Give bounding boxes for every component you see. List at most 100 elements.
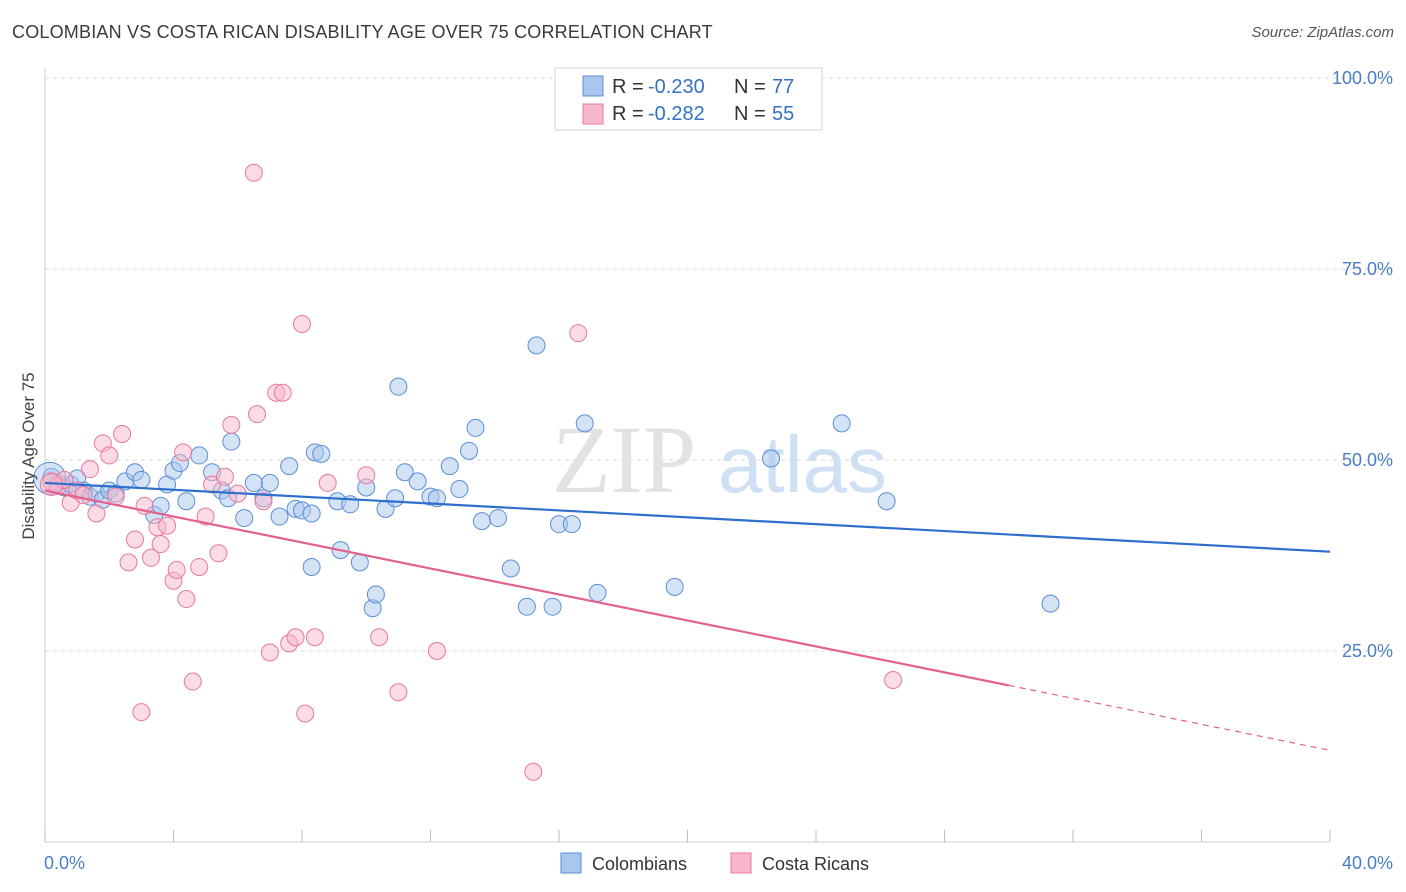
data-point-costa-ricans — [305, 628, 324, 647]
y-tick-label: 75.0% — [1342, 259, 1393, 279]
data-point-costa-ricans — [113, 425, 132, 444]
y-axis-title: Disability Age Over 75 — [19, 372, 38, 539]
data-point-costa-ricans — [254, 492, 273, 511]
data-point-costa-ricans — [296, 704, 315, 723]
data-point-costa-ricans — [215, 467, 234, 486]
trend-line-costa-ricans — [44, 489, 1009, 687]
y-tick-labels: 25.0% 50.0% 75.0% 100.0% — [1332, 68, 1393, 661]
legend-r-value: -0.230 — [648, 76, 705, 98]
data-point-costa-ricans — [427, 642, 446, 660]
data-point-costa-ricans — [80, 460, 99, 479]
x-tick-labels: 0.0% 40.0% — [44, 853, 1393, 873]
data-point-costa-ricans — [174, 443, 193, 462]
legend-swatch-blue — [582, 75, 604, 97]
data-point-colombians — [488, 509, 507, 528]
data-point-colombians — [389, 377, 408, 396]
legend-bottom-label: Costa Ricans — [762, 854, 869, 874]
data-point-costa-ricans — [142, 548, 161, 567]
data-point-colombians — [543, 597, 562, 616]
data-point-costa-ricans — [158, 516, 177, 535]
series-costa-ricans — [39, 163, 903, 781]
data-point-colombians — [270, 507, 289, 526]
data-point-colombians — [450, 480, 469, 499]
data-point-colombians — [832, 414, 851, 433]
y-tick-label: 100.0% — [1332, 68, 1393, 88]
data-point-colombians — [177, 492, 196, 511]
data-point-colombians — [517, 597, 536, 616]
data-point-colombians — [501, 559, 520, 578]
data-point-colombians — [366, 585, 385, 604]
data-point-costa-ricans — [389, 683, 408, 702]
data-point-costa-ricans — [260, 643, 279, 662]
data-point-colombians — [762, 449, 781, 468]
legend-bottom-label: Colombians — [592, 854, 687, 874]
legend-bottom: Colombians Costa Ricans — [560, 852, 869, 874]
data-point-costa-ricans — [167, 561, 186, 580]
data-point-costa-ricans — [183, 672, 202, 691]
series-colombians — [33, 336, 1060, 618]
axes — [44, 68, 1331, 843]
data-point-costa-ricans — [357, 466, 376, 485]
watermark-zip: ZIP — [552, 406, 696, 513]
legend-bottom-swatch-blue — [560, 852, 582, 874]
data-point-colombians — [527, 336, 546, 355]
data-point-colombians — [1041, 594, 1060, 613]
data-point-costa-ricans — [524, 762, 543, 781]
data-point-colombians — [460, 441, 479, 460]
data-point-colombians — [302, 557, 321, 576]
data-point-colombians — [312, 444, 331, 463]
data-point-colombians — [877, 492, 896, 511]
data-point-colombians — [132, 470, 151, 489]
legend-r-label: R = — [612, 103, 644, 125]
data-point-colombians — [466, 418, 485, 437]
x-tick-label: 40.0% — [1342, 853, 1393, 873]
data-point-colombians — [222, 432, 241, 451]
data-point-costa-ricans — [569, 324, 588, 343]
data-point-colombians — [386, 489, 405, 508]
grid-lines — [45, 77, 1392, 652]
legend-n-value: 55 — [772, 103, 794, 125]
source-label: Source: ZipAtlas.com — [1251, 24, 1394, 41]
data-point-colombians — [440, 457, 459, 476]
data-point-colombians — [235, 509, 254, 528]
data-point-colombians — [395, 463, 414, 482]
data-point-costa-ricans — [273, 383, 292, 402]
trend-line-costa-ricans-extension — [1008, 684, 1331, 751]
data-point-costa-ricans — [286, 628, 305, 647]
data-point-costa-ricans — [151, 535, 170, 554]
data-point-costa-ricans — [884, 671, 903, 690]
data-point-colombians — [408, 472, 427, 491]
data-point-colombians — [302, 504, 321, 523]
data-point-costa-ricans — [209, 544, 228, 563]
chart-title: COLOMBIAN VS COSTA RICAN DISABILITY AGE … — [12, 22, 713, 42]
data-point-costa-ricans — [132, 703, 151, 722]
data-point-costa-ricans — [196, 507, 215, 526]
data-point-colombians — [665, 577, 684, 596]
data-point-costa-ricans — [244, 163, 263, 182]
data-point-costa-ricans — [222, 415, 241, 434]
watermark-atlas: atlas — [718, 420, 887, 509]
trend-line-colombians — [44, 481, 1331, 553]
legend-bottom-swatch-pink — [730, 852, 752, 874]
data-point-costa-ricans — [248, 405, 267, 424]
legend-r-value: -0.282 — [648, 103, 705, 125]
legend-n-value: 77 — [772, 76, 794, 98]
y-tick-label: 50.0% — [1342, 450, 1393, 470]
data-point-colombians — [575, 414, 594, 433]
data-point-colombians — [472, 512, 491, 531]
trend-lines — [44, 481, 1331, 751]
data-point-colombians — [280, 457, 299, 476]
data-point-colombians — [190, 446, 209, 465]
data-point-colombians — [562, 515, 581, 534]
y-tick-label: 25.0% — [1342, 641, 1393, 661]
data-point-costa-ricans — [87, 504, 106, 523]
legend-n-label: N = — [734, 76, 766, 98]
data-point-colombians — [260, 473, 279, 492]
legend-top: R = -0.230 N = 77 R = -0.282 N = 55 — [554, 67, 823, 131]
legend-n-label: N = — [734, 103, 766, 125]
data-point-costa-ricans — [177, 590, 196, 609]
watermark: ZIP atlas — [552, 406, 887, 513]
data-point-costa-ricans — [125, 530, 144, 549]
data-point-colombians — [588, 583, 607, 602]
